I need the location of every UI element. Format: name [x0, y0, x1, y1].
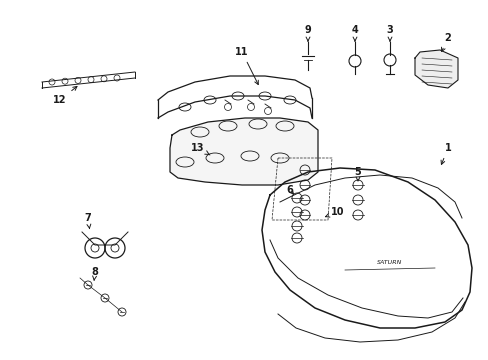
Text: 5: 5 [354, 167, 361, 181]
Text: 4: 4 [351, 25, 358, 41]
Text: 6: 6 [286, 185, 293, 195]
Text: 2: 2 [441, 33, 450, 51]
Text: 12: 12 [53, 86, 77, 105]
Text: 10: 10 [325, 207, 344, 217]
Text: 3: 3 [386, 25, 392, 41]
Polygon shape [170, 118, 317, 185]
Polygon shape [414, 50, 457, 88]
Text: SATURN: SATURN [377, 260, 402, 265]
Text: 1: 1 [440, 143, 450, 165]
Text: 11: 11 [235, 47, 258, 85]
Text: 7: 7 [84, 213, 91, 229]
Text: 9: 9 [304, 25, 311, 41]
Text: 8: 8 [91, 267, 98, 280]
Text: 13: 13 [191, 143, 209, 155]
